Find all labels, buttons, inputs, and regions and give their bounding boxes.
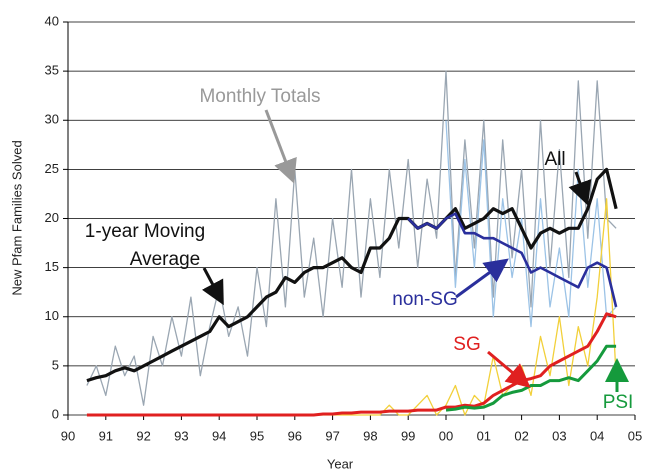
arrow — [201, 267, 224, 306]
annotation: PSI — [603, 392, 634, 413]
arrow — [455, 258, 509, 299]
x-tick-label: 92 — [136, 428, 150, 443]
annotation: non-SG — [392, 289, 457, 310]
annotation: 1-year Moving — [85, 221, 205, 242]
x-tick-label: 00 — [439, 428, 453, 443]
annotation: Average — [130, 249, 200, 270]
series-line — [407, 212, 618, 308]
x-tick-label: 94 — [212, 428, 226, 443]
x-tick-label: 96 — [288, 428, 302, 443]
annotation: SG — [453, 334, 480, 355]
y-tick-label: 15 — [45, 259, 59, 274]
y-tick-label: 10 — [45, 308, 59, 323]
y-tick-label: 25 — [45, 161, 59, 176]
annotation: Monthly Totals — [199, 86, 320, 107]
series-line — [86, 312, 617, 417]
x-tick-label: 01 — [477, 428, 491, 443]
x-tick-label: 98 — [363, 428, 377, 443]
x-tick-label: 93 — [174, 428, 188, 443]
x-tick-label: 02 — [514, 428, 528, 443]
x-tick-label: 91 — [99, 428, 113, 443]
x-axis-label: Year — [327, 456, 354, 471]
y-tick-label: 5 — [52, 357, 59, 372]
series-line — [86, 167, 618, 383]
series-line — [86, 70, 617, 406]
y-tick-label: 40 — [45, 13, 59, 28]
arrow — [487, 350, 531, 388]
arrows — [201, 109, 629, 392]
x-tick-label: 05 — [628, 428, 642, 443]
y-axis-label: New Pfam Families Solved — [9, 140, 24, 295]
y-tick-label: 0 — [52, 406, 59, 421]
annotation: All — [544, 149, 565, 170]
y-tick-label: 30 — [45, 112, 59, 127]
x-tick-label: 03 — [552, 428, 566, 443]
y-tick-label: 35 — [45, 63, 59, 78]
x-tick-label: 97 — [325, 428, 339, 443]
series-line — [445, 344, 617, 412]
x-tick-label: 95 — [250, 428, 264, 443]
x-tick-label: 99 — [401, 428, 415, 443]
x-tick-label: 90 — [61, 428, 75, 443]
x-tick-label: 04 — [590, 428, 604, 443]
series-line — [445, 120, 617, 328]
y-tick-label: 20 — [45, 210, 59, 225]
arrow — [568, 171, 592, 206]
arrow — [264, 109, 297, 184]
plot-lines — [86, 70, 618, 417]
